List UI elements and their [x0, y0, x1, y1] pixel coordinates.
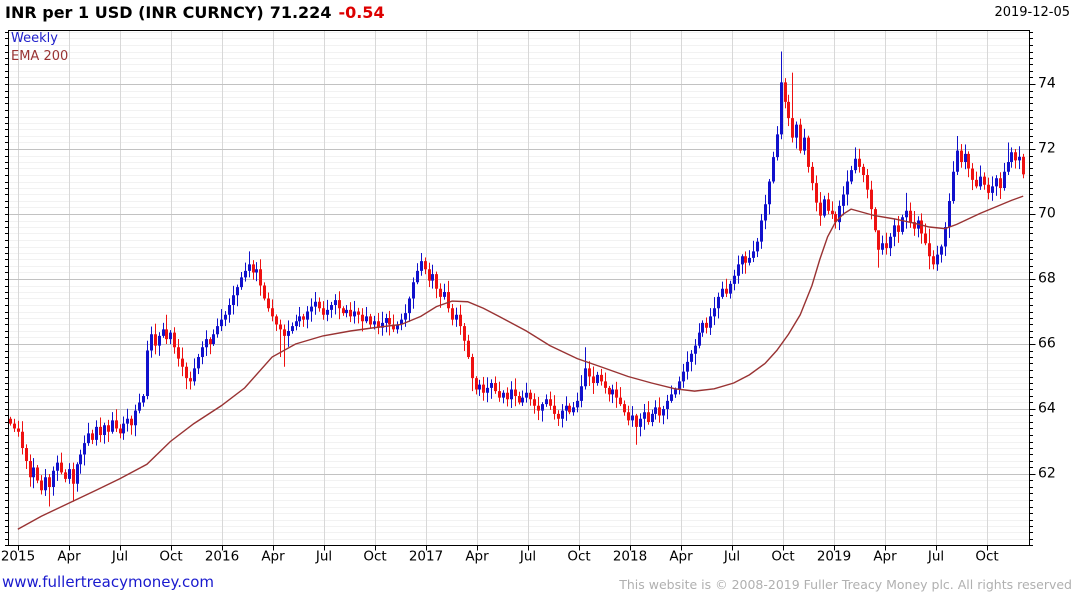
price-change: -0.54 [338, 3, 385, 22]
copyright-text: This website is © 2008-2019 Fuller Treac… [619, 577, 1072, 592]
website-link[interactable]: www.fullertreacymoney.com [2, 573, 215, 591]
legend-weekly-label: Weekly [11, 31, 58, 46]
last-price: 71.224 [269, 3, 332, 22]
chart-title: INR per 1 USD (INR CURNCY) 71.224 -0.54 [5, 3, 385, 22]
instrument-name: INR per 1 USD (INR CURNCY) [5, 3, 264, 22]
legend-ema-label: EMA 200 [11, 49, 69, 64]
chart-date: 2019-12-05 [994, 5, 1070, 20]
